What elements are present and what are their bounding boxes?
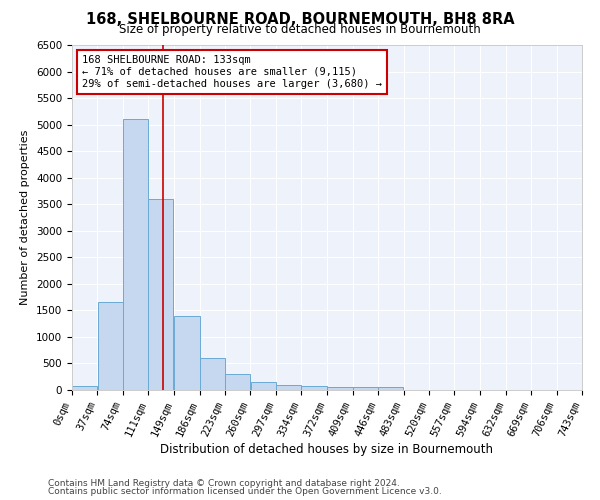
Y-axis label: Number of detached properties: Number of detached properties [20,130,31,305]
Bar [148,199,173,390]
Bar [97,302,122,390]
Bar [200,358,225,390]
Bar [72,386,97,390]
Bar [353,388,378,390]
Bar [378,388,403,390]
Bar [123,120,148,390]
X-axis label: Distribution of detached houses by size in Bournemouth: Distribution of detached houses by size … [161,444,493,456]
Bar [175,316,200,390]
Bar [225,374,250,390]
Bar [328,388,353,390]
Text: Contains public sector information licensed under the Open Government Licence v3: Contains public sector information licen… [48,487,442,496]
Bar [276,384,301,390]
Text: 168 SHELBOURNE ROAD: 133sqm
← 71% of detached houses are smaller (9,115)
29% of : 168 SHELBOURNE ROAD: 133sqm ← 71% of det… [82,56,382,88]
Text: 168, SHELBOURNE ROAD, BOURNEMOUTH, BH8 8RA: 168, SHELBOURNE ROAD, BOURNEMOUTH, BH8 8… [86,12,514,28]
Bar [251,382,276,390]
Text: Contains HM Land Registry data © Crown copyright and database right 2024.: Contains HM Land Registry data © Crown c… [48,479,400,488]
Text: Size of property relative to detached houses in Bournemouth: Size of property relative to detached ho… [119,22,481,36]
Bar [301,386,326,390]
